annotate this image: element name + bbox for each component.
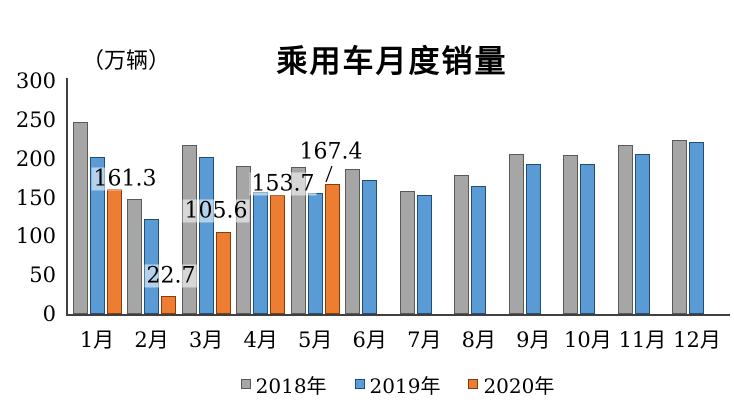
bar-series1-month3 — [181, 145, 197, 314]
legend-swatch-icon — [468, 379, 479, 389]
bar-series2-month4 — [253, 192, 269, 314]
bar-series1-month5 — [290, 167, 306, 314]
bar-series3-month1 — [106, 188, 122, 314]
bar-series3-month5 — [324, 183, 340, 314]
x-axis-tick-label: 9月 — [516, 328, 551, 352]
bar-series2-month8 — [471, 185, 487, 314]
y-axis-line — [66, 78, 68, 315]
x-axis-tick-label: 11月 — [618, 328, 667, 352]
legend-label: 2020年 — [483, 373, 555, 398]
bar-series1-month9 — [508, 154, 524, 314]
legend: 2018年 2019年 2020年 — [67, 370, 728, 398]
y-axis-tick-label: 50 — [29, 263, 56, 288]
x-axis-line — [66, 314, 730, 316]
y-axis-tick-label: 100 — [15, 224, 56, 249]
x-axis-tick-label: 5月 — [297, 328, 333, 352]
bar-series2-month5 — [307, 192, 323, 314]
y-axis-tick-label: 150 — [15, 185, 56, 210]
bar-series1-month8 — [454, 174, 470, 314]
y-axis-tick-label: 250 — [15, 107, 56, 132]
x-axis-tick-label: 7月 — [407, 328, 442, 352]
data-label: 161.3 — [91, 166, 159, 192]
chart-title: 乘用车月度销量 — [276, 44, 508, 80]
bar-series3-month4 — [270, 194, 286, 314]
legend-item: 2020年 — [468, 370, 554, 399]
bar-series2-month7 — [416, 195, 432, 314]
x-axis-tick-label: 1月 — [79, 328, 115, 352]
legend-label: 2019年 — [369, 373, 441, 398]
legend-item: 2018年 — [240, 370, 327, 399]
legend-swatch-icon — [240, 379, 251, 389]
y-axis-unit-label: （万辆） — [82, 49, 171, 74]
x-axis-tick-label: 4月 — [243, 328, 278, 352]
x-axis-tick-label: 6月 — [352, 328, 387, 352]
legend-label: 2018年 — [255, 373, 327, 398]
bar-series2-month10 — [580, 164, 596, 314]
bar-series1-month1 — [72, 122, 88, 314]
bar-series1-month7 — [399, 190, 415, 314]
legend-swatch-icon — [354, 379, 365, 389]
bar-series3-month2 — [161, 296, 177, 314]
data-label: 22.7 — [144, 263, 198, 289]
bar-series1-month11 — [617, 145, 633, 314]
legend-item: 2019年 — [354, 370, 441, 399]
bar-series1-month2 — [127, 199, 143, 314]
bar-series2-month9 — [525, 164, 541, 314]
x-axis-tick-label: 10月 — [564, 328, 612, 352]
data-label: 105.6 — [182, 198, 250, 224]
bar-series3-month3 — [215, 231, 231, 314]
data-label: 167.4 — [297, 139, 365, 165]
y-axis-tick-label: 300 — [15, 69, 56, 93]
bar-series2-month3 — [198, 157, 214, 314]
bar-series1-month10 — [563, 154, 579, 314]
bar-series2-month1 — [89, 157, 105, 314]
y-axis-tick-label: 0 — [42, 302, 56, 326]
bar-series1-month6 — [345, 168, 361, 314]
x-axis-tick-label: 3月 — [188, 328, 224, 352]
bar-series2-month12 — [689, 142, 705, 314]
bar-series2-month11 — [634, 154, 650, 314]
y-axis-tick-label: 200 — [15, 146, 56, 171]
data-label: 153.7 — [249, 171, 317, 197]
bar-series2-month6 — [362, 179, 378, 314]
x-axis-tick-label: 2月 — [134, 328, 169, 352]
x-axis-tick-label: 12月 — [673, 328, 721, 352]
x-axis-tick-label: 8月 — [461, 328, 496, 352]
bar-series1-month12 — [672, 140, 688, 314]
